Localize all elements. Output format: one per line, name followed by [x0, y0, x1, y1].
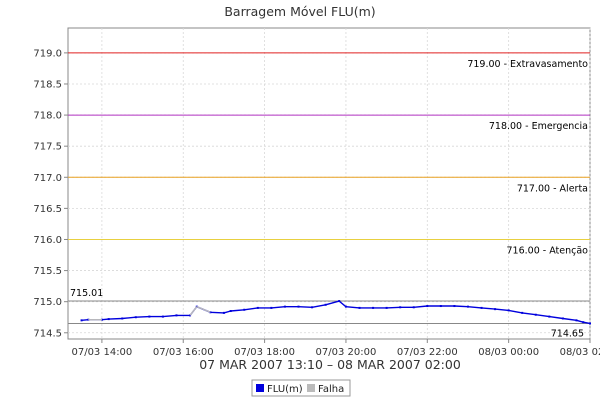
- data-point-flu: [466, 305, 469, 308]
- reference-line-label: 718.00 - Emergencia: [489, 121, 588, 132]
- x-tick-label: 07/03 20:00: [316, 347, 377, 358]
- x-tick-label: 07/03 16:00: [153, 347, 214, 358]
- x-tick-label: 07/03 14:00: [71, 347, 132, 358]
- y-tick-label: 714.5: [33, 328, 62, 339]
- data-point-flu: [534, 313, 537, 316]
- chart-title: Barragem Móvel FLU(m): [224, 4, 375, 19]
- data-point-flu: [148, 315, 151, 318]
- reference-line-label: 719.00 - Extravasamento: [467, 59, 588, 70]
- y-tick-label: 719.0: [33, 48, 62, 59]
- y-tick-label: 716.5: [33, 204, 62, 215]
- data-point-flu: [426, 305, 429, 308]
- legend-label-flu: FLU(m): [267, 384, 303, 395]
- legend: FLU(m) Falha: [251, 379, 351, 397]
- data-point-flu: [412, 306, 415, 309]
- data-point-flu: [297, 305, 300, 308]
- data-point-flu: [480, 306, 483, 309]
- series-line-flu: [81, 300, 591, 325]
- data-point-flu: [270, 306, 273, 309]
- data-point-flu: [507, 309, 510, 312]
- data-point-flu: [358, 306, 361, 309]
- data-point-flu: [575, 319, 578, 322]
- x-tick-label: 08/03 02:00: [560, 347, 600, 358]
- x-tick-label: 07/03 22:00: [397, 347, 458, 358]
- series-line-falha: [189, 306, 198, 316]
- data-point-flu: [589, 322, 591, 325]
- data-point-flu: [311, 306, 314, 309]
- legend-box: [251, 379, 351, 397]
- reference-line-label: 716.00 - Atenção: [507, 245, 589, 256]
- y-tick-label: 716.0: [33, 235, 62, 246]
- data-point-flu: [161, 315, 164, 318]
- reference-lines: 719.00 - Extravasamento 718.00 - Emergenc…: [68, 52, 590, 339]
- reference-line-label: 715.01: [70, 288, 103, 299]
- data-point-flu: [134, 316, 137, 319]
- series-layer: [80, 300, 591, 325]
- data-point-flu: [256, 306, 259, 309]
- data-point-flu: [121, 317, 124, 320]
- data-point-flu: [494, 308, 497, 311]
- data-point-flu: [229, 310, 232, 313]
- legend-label-falha: Falha: [318, 384, 344, 395]
- x-tick-label: 08/03 00:00: [478, 347, 539, 358]
- data-point-flu: [243, 308, 246, 311]
- legend-swatch-flu: [256, 384, 264, 392]
- data-point-flu: [453, 305, 456, 308]
- data-point-flu: [80, 319, 83, 322]
- data-point-flu: [521, 311, 524, 314]
- plot-area: [67, 27, 591, 340]
- data-point-flu: [283, 305, 286, 308]
- data-point-flu: [338, 300, 341, 303]
- y-tick-label: 715.0: [33, 297, 62, 308]
- x-tick-label: 07/03 18:00: [234, 347, 295, 358]
- data-point-flu: [344, 305, 347, 308]
- y-tick-label: 718.5: [33, 79, 62, 90]
- y-tick-label: 717.5: [33, 142, 62, 153]
- data-point-flu: [385, 306, 388, 309]
- data-point-flu: [399, 306, 402, 309]
- data-point-flu: [175, 314, 178, 317]
- y-tick-label: 718.0: [33, 111, 62, 122]
- data-point-flu: [439, 305, 442, 308]
- axis-layer: 714.5 715.0 715.5 716.0 716.5 717.0 717.5 718.0…: [33, 48, 600, 358]
- x-axis-date-range: 07 MAR 2007 13:10 – 08 MAR 2007 02:00: [199, 357, 461, 372]
- data-point-flu: [561, 317, 564, 320]
- reference-line-label: 714.65: [551, 328, 584, 339]
- data-point-flu: [222, 311, 225, 314]
- data-point-flu: [107, 318, 110, 321]
- legend-swatch-falha: [307, 384, 315, 392]
- series-line-falha: [196, 306, 211, 313]
- data-point-flu: [548, 315, 551, 318]
- reference-line-label: 717.00 - Alerta: [517, 183, 588, 194]
- y-tick-label: 717.0: [33, 173, 62, 184]
- data-point-flu: [582, 321, 585, 324]
- data-point-flu: [372, 306, 375, 309]
- data-point-flu: [324, 303, 327, 306]
- y-tick-label: 715.5: [33, 266, 62, 277]
